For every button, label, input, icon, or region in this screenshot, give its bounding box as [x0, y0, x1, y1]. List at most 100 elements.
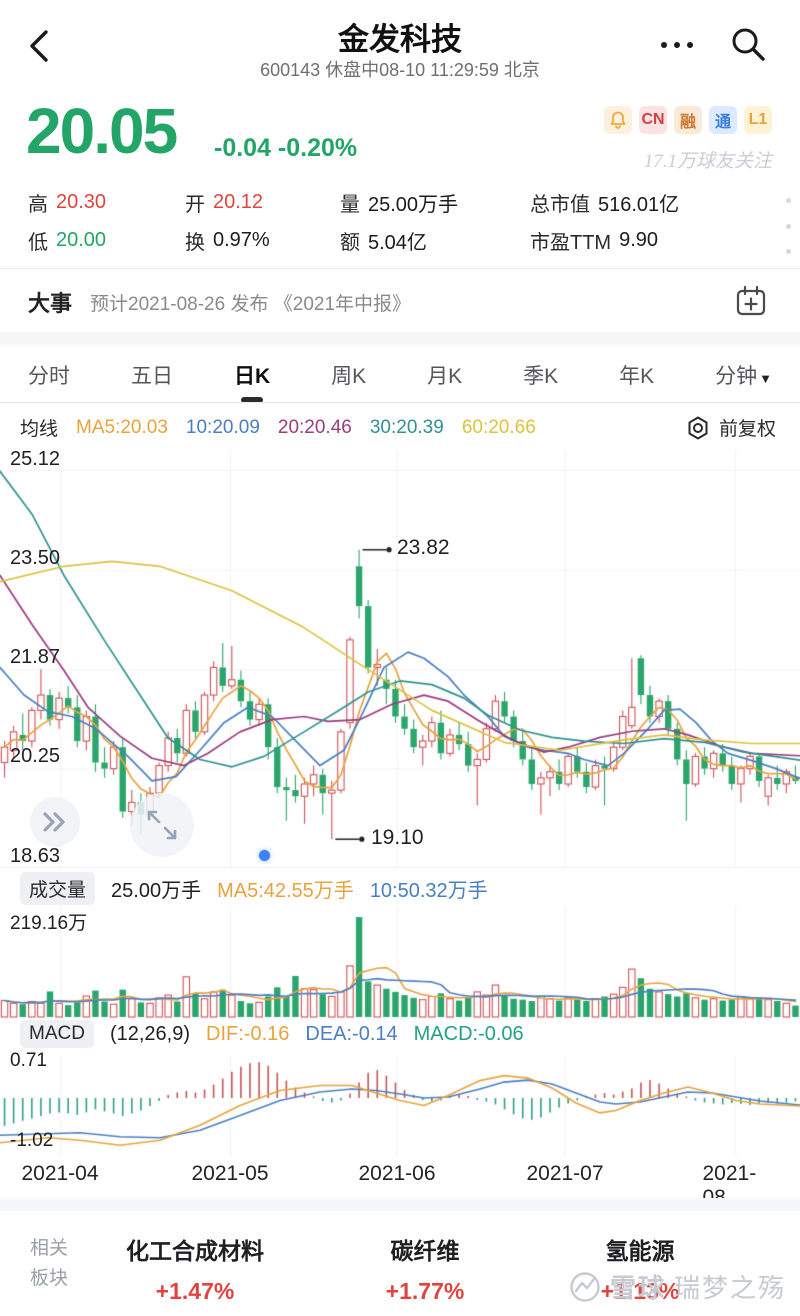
connect-badge[interactable]: 通 [709, 106, 737, 134]
sector-item-name[interactable]: 化工合成材料 [126, 1238, 264, 1264]
price-change: -0.04 -0.20% [214, 134, 358, 162]
high-annotation: 23.82 [397, 536, 450, 559]
price-axis-label: 21.87 [10, 646, 61, 668]
ma-legend: 均线 MA5:20.03 10:20.09 20:20.46 30:20.39 … [20, 414, 680, 441]
tab-yearly-k[interactable]: 年K [619, 365, 655, 388]
x-axis-label: 2021-06 [358, 1162, 436, 1185]
market-badge-cn[interactable]: CN [639, 106, 667, 134]
price-axis-label: 25.12 [10, 448, 61, 470]
stat-value: 20.00 [56, 228, 107, 251]
ma60-value: 60:20.66 [461, 416, 536, 438]
stat-value: 5.04亿 [368, 231, 427, 254]
resize-arrows-icon [147, 810, 177, 840]
stat-label: 额 [340, 231, 360, 254]
current-price: 20.05 [26, 95, 178, 167]
event-text: 预计2021-08-26 发布 《2021年中报》 [90, 294, 412, 315]
stat-label: 高 [28, 193, 48, 216]
followers-count: 17.1万球友关注 [643, 151, 772, 172]
stat-label: 总市值 [530, 193, 590, 216]
back-icon[interactable] [22, 26, 58, 66]
volume-chart-canvas[interactable] [0, 906, 800, 1019]
stat-value: 20.30 [56, 190, 107, 213]
stat-label: 量 [340, 193, 360, 216]
volume-ma10: 10:50.32万手 [369, 880, 488, 902]
stats-row-2: 低 20.00 换 0.97% 额 5.04亿 市盈TTM 9.90 [28, 224, 788, 256]
resize-handle-button[interactable] [130, 793, 194, 857]
alert-bell-icon[interactable] [604, 106, 632, 134]
macd-value: MACD:-0.06 [413, 1022, 524, 1045]
sector-item-pct: +1.77% [385, 1278, 465, 1304]
volume-ma5: MA5:42.55万手 [217, 880, 354, 902]
volume-tag[interactable]: 成交量 [20, 872, 96, 905]
page-title: 金发科技 [338, 22, 462, 57]
adjust-mode-control[interactable]: 前复权 [685, 414, 776, 441]
macd-axis-label: -1.02 [10, 1130, 54, 1151]
fast-forward-button[interactable] [30, 797, 80, 847]
watermark-user: 瑞梦之殇 [673, 1273, 786, 1303]
macd-dif: DIF:-0.16 [206, 1022, 290, 1045]
x-axis-label: 2021-05 [191, 1162, 269, 1185]
double-chevron-right-icon [43, 812, 65, 832]
macd-chart-canvas[interactable] [0, 1056, 800, 1156]
price-axis-label: 20.25 [10, 745, 61, 767]
sector-item-pct: +1.47% [155, 1278, 235, 1304]
section-divider [0, 1198, 800, 1211]
chevron-down-icon: ▼ [759, 371, 772, 386]
divider [0, 268, 800, 269]
adjust-mode-label: 前复权 [718, 419, 776, 440]
macd-params: (12,26,9) [109, 1022, 191, 1045]
stat-value: 9.90 [619, 228, 659, 251]
price-axis-label: 18.63 [10, 845, 61, 867]
tab-five-day[interactable]: 五日 [130, 365, 173, 388]
sector-item-pct: +1.13% [600, 1278, 680, 1304]
tab-minute-line[interactable]: 分时 [28, 365, 70, 388]
level1-badge[interactable]: L1 [744, 106, 772, 134]
ma5-value: MA5:20.03 [76, 416, 168, 438]
stats-scroll-indicator [784, 198, 792, 254]
watermark-brand: 雪球 [609, 1273, 666, 1303]
stat-label: 低 [28, 231, 48, 254]
stat-label: 换 [185, 231, 205, 254]
tab-quarterly-k[interactable]: 季K [523, 365, 559, 388]
sector-item-name[interactable]: 碳纤维 [390, 1238, 460, 1264]
volume-axis-label: 219.16万 [10, 913, 88, 934]
tab-minutes-dropdown[interactable]: 分钟 ▼ [715, 365, 772, 388]
stat-label: 开 [185, 193, 205, 216]
more-menu-icon[interactable] [656, 30, 704, 60]
badge-row: CN 融 通 L1 [604, 106, 772, 134]
stat-value: 516.01亿 [598, 193, 680, 216]
volume-legend: 成交量 25.00万手 MA5:42.55万手 10:50.32万手 [20, 872, 488, 905]
tab-daily-k[interactable]: 日K [232, 354, 272, 396]
tab-weekly-k[interactable]: 周K [331, 365, 367, 388]
price-axis-label: 23.50 [10, 547, 61, 569]
stat-value: 25.00万手 [368, 193, 459, 216]
macd-axis-label: 0.71 [10, 1050, 47, 1071]
stat-label: 市盈TTM [530, 231, 612, 254]
chart-period-tabs: 分时 五日 日K 周K 月K 季K 年K 分钟 ▼ [0, 350, 800, 400]
ma-legend-title: 均线 [20, 419, 59, 440]
tab-monthly-k[interactable]: 月K [427, 365, 463, 388]
volume-current: 25.00万手 [111, 880, 202, 902]
macd-dea: DEA:-0.14 [305, 1022, 398, 1045]
xueqiu-logo-icon [570, 1271, 600, 1302]
macd-legend: MACD (12,26,9) DIF:-0.16 DEA:-0.14 MACD:… [20, 1020, 524, 1048]
sector-item-name[interactable]: 氢能源 [605, 1238, 675, 1264]
marker-dot [259, 850, 270, 861]
stats-row-1: 高 20.30 开 20.12 量 25.00万手 总市值 516.01亿 [28, 186, 788, 218]
search-icon[interactable] [726, 22, 770, 66]
low-annotation: 19.10 [371, 826, 424, 849]
settings-icon [688, 416, 708, 439]
kline-chart-canvas[interactable] [0, 450, 800, 868]
x-axis-label: 2021-07 [526, 1162, 604, 1185]
section-divider [0, 332, 800, 346]
related-sectors-label: 相关 板块 [30, 1238, 69, 1289]
event-label: 大事 [28, 291, 73, 316]
divider [0, 402, 800, 403]
stock-subtitle: 600143 休盘中08-10 11:29:59 北京 [260, 60, 540, 80]
stat-value: 0.97% [213, 228, 270, 251]
calendar-add-icon[interactable] [732, 282, 770, 320]
margin-badge[interactable]: 融 [674, 106, 702, 134]
x-axis-label: 2021-04 [21, 1162, 99, 1185]
macd-tag[interactable]: MACD [20, 1020, 94, 1048]
